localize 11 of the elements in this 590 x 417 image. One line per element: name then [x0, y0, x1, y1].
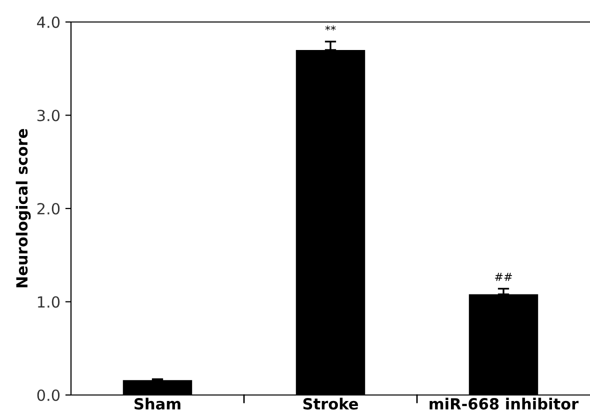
- annotation: **: [325, 25, 336, 31]
- y-axis-title: Neurological score: [16, 129, 31, 288]
- y-tick-label: 1.0: [38, 296, 60, 308]
- x-tick-label: Sham: [134, 398, 180, 410]
- annotation: ##: [495, 272, 512, 281]
- x-tick-label: miR-668 inhibitor: [430, 398, 579, 410]
- y-tick-label: 2.0: [37, 202, 60, 215]
- y-tick-label: 3.0: [37, 110, 60, 122]
- y-tick-label: 4.0: [37, 16, 60, 28]
- x-tick-label: Stroke: [303, 398, 358, 410]
- y-tick-label: 0.0: [37, 389, 60, 402]
